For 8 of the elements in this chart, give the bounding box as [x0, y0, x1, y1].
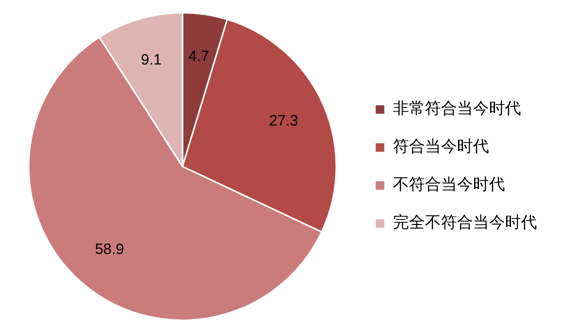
- data-label: 4.7: [188, 48, 210, 66]
- legend-label: 完全不符合当今时代: [393, 212, 537, 232]
- legend-label: 非常符合当今时代: [393, 98, 521, 118]
- legend-label: 符合当今时代: [393, 136, 489, 156]
- data-label: 9.1: [140, 51, 162, 68]
- legend-label: 不符合当今时代: [393, 174, 505, 194]
- data-label: 58.9: [94, 240, 124, 258]
- data-label: 27.3: [269, 112, 298, 130]
